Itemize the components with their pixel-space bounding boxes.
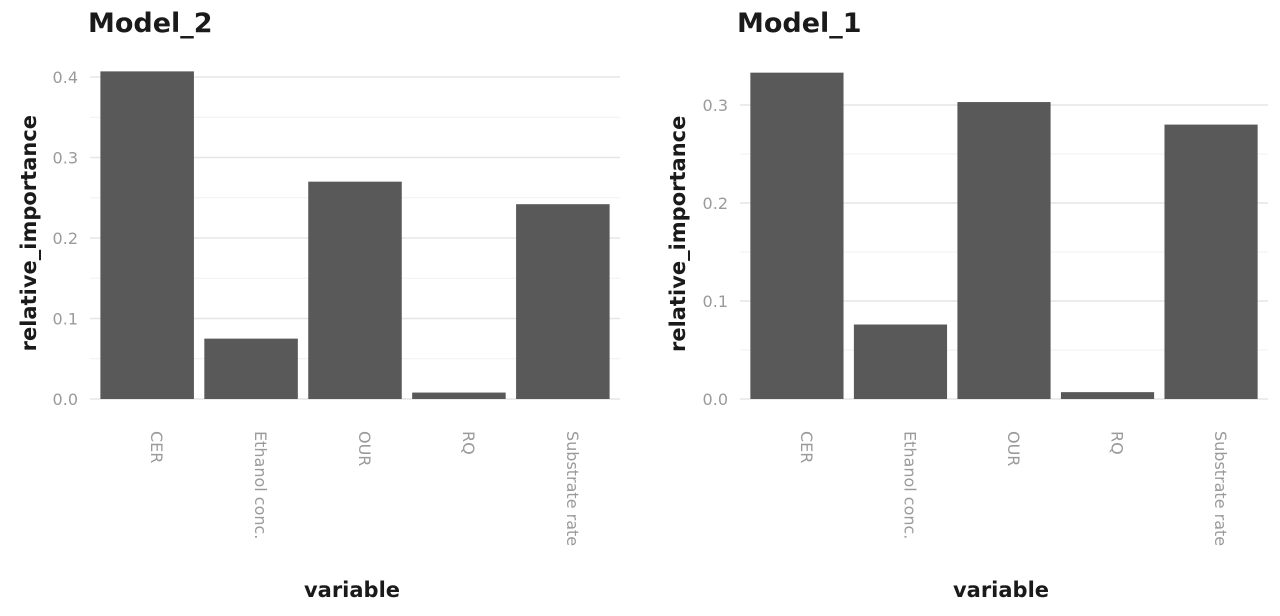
chart-1-x-axis-title: variable [953,578,1049,602]
chart-1-ytick-label: 0.0 [703,390,728,409]
chart-0-ytick-label: 0.4 [53,68,78,87]
chart-1-xtick-label: OUR [1004,431,1023,466]
chart-1-xtick-label: RQ [1108,431,1127,455]
chart-1-title: Model_1 [737,8,862,39]
chart-0-xtick-label: Ethanol conc. [251,431,270,539]
chart-0-title: Model_2 [88,8,213,39]
chart-0-bar-0 [100,71,194,400]
chart-0-x-axis-title: variable [304,578,400,602]
chart-1-xtick-label: CER [797,431,816,463]
chart-1-bar-0 [750,72,844,399]
chart-0-bar-3 [412,392,506,399]
chart-1-bar-4 [1164,124,1258,399]
chart-1-ytick-label: 0.3 [703,96,728,115]
chart-1-ytick-label: 0.2 [703,194,728,213]
chart-0-ytick-label: 0.1 [53,310,78,329]
chart-0-y-axis-title: relative_importance [17,115,41,351]
chart-1-bar-2 [957,102,1051,399]
chart-0-xtick-label: Substrate rate [563,431,582,546]
chart-1-xtick-label: Ethanol conc. [900,431,919,539]
chart-1-xtick-label: Substrate rate [1211,431,1230,546]
chart-1-bar-3 [1060,392,1155,399]
chart-0-bar-1 [204,338,298,399]
chart-1-y-axis-title: relative_importance [666,116,690,352]
chart-0-xtick-label: RQ [459,431,478,455]
chart-0-bar-4 [516,204,610,399]
chart-0-xtick-label: OUR [355,431,374,466]
chart-0-ytick-label: 0.2 [53,229,78,248]
chart-1-ytick-label: 0.1 [703,292,728,311]
chart-1-bar-1 [853,324,948,399]
chart-0-xtick-label: CER [147,431,166,463]
chart-0-ytick-label: 0.3 [53,149,78,168]
chart-0-ytick-label: 0.0 [53,390,78,409]
chart-0-bar-2 [308,181,402,399]
